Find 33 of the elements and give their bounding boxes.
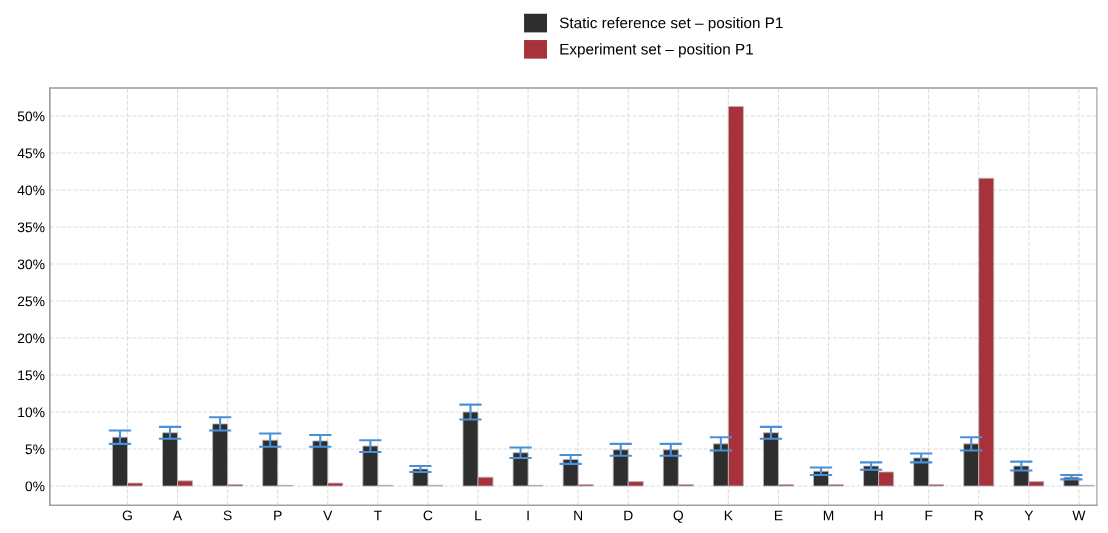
y-tick-label: 0% xyxy=(25,481,45,492)
y-tick-label: 40% xyxy=(17,185,45,196)
y-tick-label: 25% xyxy=(17,296,45,307)
x-tick-label: S xyxy=(223,510,232,521)
y-tick-label: 15% xyxy=(18,370,45,381)
y-tick-label: 10% xyxy=(18,407,45,418)
x-tick-label: W xyxy=(1072,510,1086,521)
y-tick-label: 45% xyxy=(17,148,45,159)
x-tick-label: K xyxy=(724,510,733,521)
y-tick-label: 20% xyxy=(17,333,45,344)
y-tick-label: 30% xyxy=(17,259,45,270)
x-tick-label: C xyxy=(423,510,433,521)
x-tick-label: T xyxy=(373,510,382,521)
x-tick-label: V xyxy=(323,510,333,521)
x-tick-label: R xyxy=(974,510,984,521)
x-tick-label: Y xyxy=(1024,510,1034,521)
x-tick-label: Q xyxy=(673,510,684,523)
x-tick-label: A xyxy=(172,510,183,521)
x-tick-label: I xyxy=(527,510,529,521)
x-tick-label: G xyxy=(122,510,132,521)
x-tick-label: N xyxy=(574,510,583,521)
legend-label: Experiment set – position P1 xyxy=(560,43,753,58)
x-tick-label: L xyxy=(475,510,482,521)
legend-label: Static reference set – position P1 xyxy=(559,17,783,32)
x-tick-label: E xyxy=(774,510,783,521)
x-tick-label: D xyxy=(624,510,633,521)
y-tick-label: 50% xyxy=(17,111,45,122)
x-tick-label: M xyxy=(823,510,834,521)
x-tick-label: H xyxy=(874,510,883,521)
y-tick-label: 35% xyxy=(17,222,45,233)
y-tick-label: 5% xyxy=(25,444,45,455)
x-tick-label: F xyxy=(925,510,933,521)
x-tick-label: P xyxy=(274,510,282,521)
